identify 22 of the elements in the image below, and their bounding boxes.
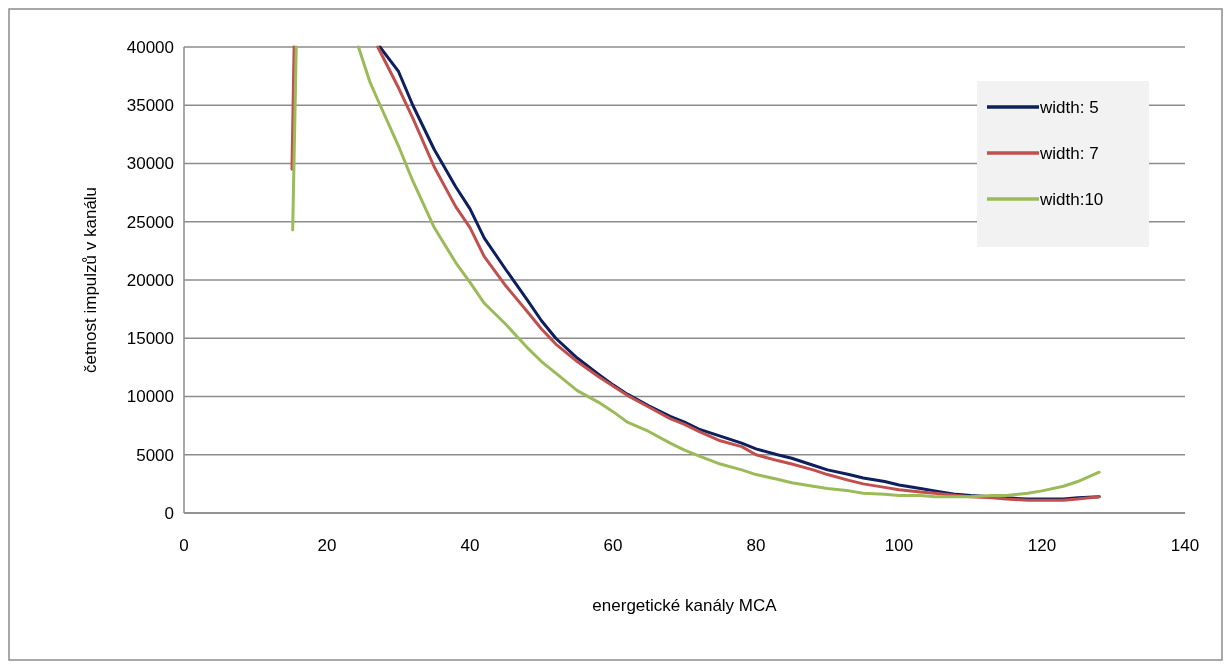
x-tick-label: 40	[460, 536, 480, 555]
y-tick-label: 25000	[126, 212, 174, 232]
y-tick-label: 15000	[126, 329, 174, 349]
y-axis-title: četnost impulzů v kanálu	[81, 186, 100, 374]
x-tick-label: 140	[1170, 536, 1200, 555]
y-tick-label: 40000	[126, 37, 174, 57]
y-tick-label: 30000	[126, 154, 174, 174]
y-tick-label: 35000	[126, 96, 174, 116]
y-tick-label: 20000	[126, 270, 174, 290]
legend-label: width: 7	[1039, 143, 1099, 163]
x-tick-label: 120	[1027, 536, 1057, 555]
x-tick-label: 0	[179, 536, 189, 555]
x-tick-label: 60	[603, 536, 623, 555]
x-axis-title: energetické kanály MCA	[592, 596, 778, 615]
y-tick-label: 0	[164, 503, 174, 523]
x-tick-label: 80	[746, 536, 766, 555]
y-tick-label: 10000	[126, 387, 174, 407]
legend-label: width: 5	[1039, 97, 1099, 117]
legend-label: width:10	[1039, 189, 1104, 209]
y-tick-label: 5000	[136, 445, 174, 465]
x-tick-label: 20	[317, 536, 337, 555]
x-tick-label: 100	[884, 536, 914, 555]
